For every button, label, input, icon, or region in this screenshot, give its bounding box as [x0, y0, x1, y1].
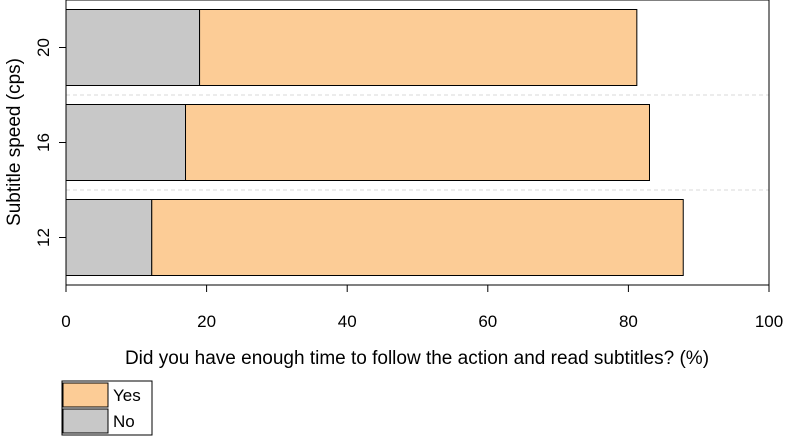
y-tick-label: 12 — [34, 228, 53, 247]
x-tick-label: 80 — [619, 312, 638, 331]
y-axis-title: Subtitle speed (cps) — [4, 58, 25, 226]
bar-no-12 — [65, 199, 153, 276]
x-tick-label: 40 — [338, 312, 357, 331]
bar-yes-16 — [185, 104, 650, 181]
legend-label-yes: Yes — [113, 386, 141, 405]
bar-yes-12 — [151, 199, 684, 276]
bars — [65, 9, 684, 276]
x-tick-label: 60 — [478, 312, 497, 331]
legend-swatch-yes — [62, 382, 109, 408]
bar-no-20 — [65, 9, 201, 86]
x-axis-title: Did you have enough time to follow the a… — [125, 348, 709, 369]
legend: Yes No — [61, 380, 153, 436]
bar-yes-20 — [199, 9, 638, 86]
y-tick-label: 16 — [34, 133, 53, 152]
x-tick-label: 20 — [197, 312, 216, 331]
y-tick-label: 20 — [34, 38, 53, 57]
legend-frame — [61, 380, 153, 436]
legend-label-no: No — [113, 412, 135, 431]
x-axis: 0 20 40 60 80 100 — [61, 285, 783, 331]
bar-no-16 — [65, 104, 187, 181]
grid-lines — [66, 94, 769, 191]
legend-swatch-no — [62, 408, 109, 434]
x-tick-label: 100 — [755, 312, 783, 331]
x-tick-label: 0 — [61, 312, 70, 331]
y-axis: 12 16 20 — [34, 38, 66, 247]
